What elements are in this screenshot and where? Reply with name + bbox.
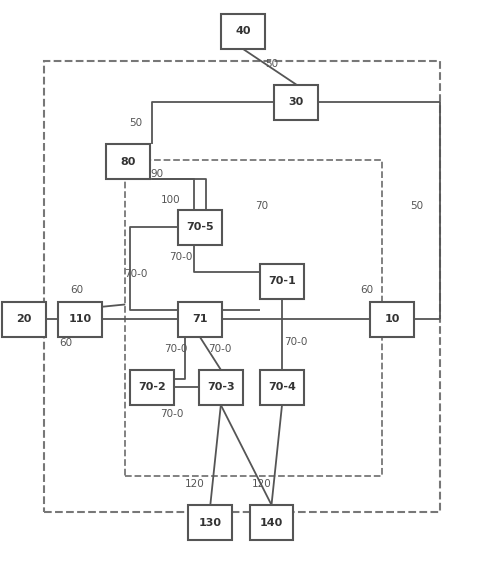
Text: 50: 50 bbox=[265, 59, 278, 69]
Text: 130: 130 bbox=[199, 517, 222, 528]
Text: 80: 80 bbox=[120, 157, 136, 167]
Text: 70-3: 70-3 bbox=[207, 382, 235, 392]
Text: 60: 60 bbox=[59, 338, 73, 348]
FancyBboxPatch shape bbox=[260, 264, 304, 299]
Text: 110: 110 bbox=[69, 314, 92, 324]
Text: 30: 30 bbox=[289, 97, 304, 107]
FancyBboxPatch shape bbox=[130, 370, 174, 405]
Text: 100: 100 bbox=[161, 195, 181, 205]
Text: 70-0: 70-0 bbox=[161, 408, 184, 419]
FancyBboxPatch shape bbox=[178, 210, 222, 245]
FancyBboxPatch shape bbox=[274, 85, 318, 120]
Text: 70-2: 70-2 bbox=[138, 382, 166, 392]
Text: 50: 50 bbox=[130, 118, 143, 128]
Text: 10: 10 bbox=[384, 314, 400, 324]
FancyBboxPatch shape bbox=[199, 370, 243, 405]
Text: 90: 90 bbox=[150, 169, 163, 179]
Text: 70-0: 70-0 bbox=[125, 269, 148, 279]
FancyBboxPatch shape bbox=[370, 302, 414, 337]
Text: 40: 40 bbox=[235, 26, 250, 36]
FancyBboxPatch shape bbox=[58, 302, 102, 337]
FancyBboxPatch shape bbox=[178, 302, 222, 337]
Text: 70-0: 70-0 bbox=[169, 252, 192, 262]
Text: 60: 60 bbox=[70, 285, 83, 295]
Text: 20: 20 bbox=[16, 314, 32, 324]
Text: 50: 50 bbox=[410, 201, 424, 211]
Text: 70-5: 70-5 bbox=[186, 222, 214, 232]
FancyBboxPatch shape bbox=[2, 302, 46, 337]
Text: 71: 71 bbox=[192, 314, 207, 324]
Text: 70-0: 70-0 bbox=[164, 344, 187, 354]
Text: 70: 70 bbox=[255, 201, 269, 211]
Text: 140: 140 bbox=[260, 517, 283, 528]
Text: 70-1: 70-1 bbox=[268, 276, 296, 286]
Text: 70-0: 70-0 bbox=[284, 337, 307, 347]
Text: 60: 60 bbox=[360, 285, 374, 295]
FancyBboxPatch shape bbox=[221, 14, 265, 49]
FancyBboxPatch shape bbox=[188, 505, 232, 540]
FancyBboxPatch shape bbox=[260, 370, 304, 405]
Text: 120: 120 bbox=[185, 479, 205, 489]
Text: 70-4: 70-4 bbox=[268, 382, 296, 392]
FancyBboxPatch shape bbox=[106, 144, 150, 179]
FancyBboxPatch shape bbox=[250, 505, 293, 540]
Text: 120: 120 bbox=[252, 479, 272, 489]
Text: 70-0: 70-0 bbox=[208, 344, 231, 354]
